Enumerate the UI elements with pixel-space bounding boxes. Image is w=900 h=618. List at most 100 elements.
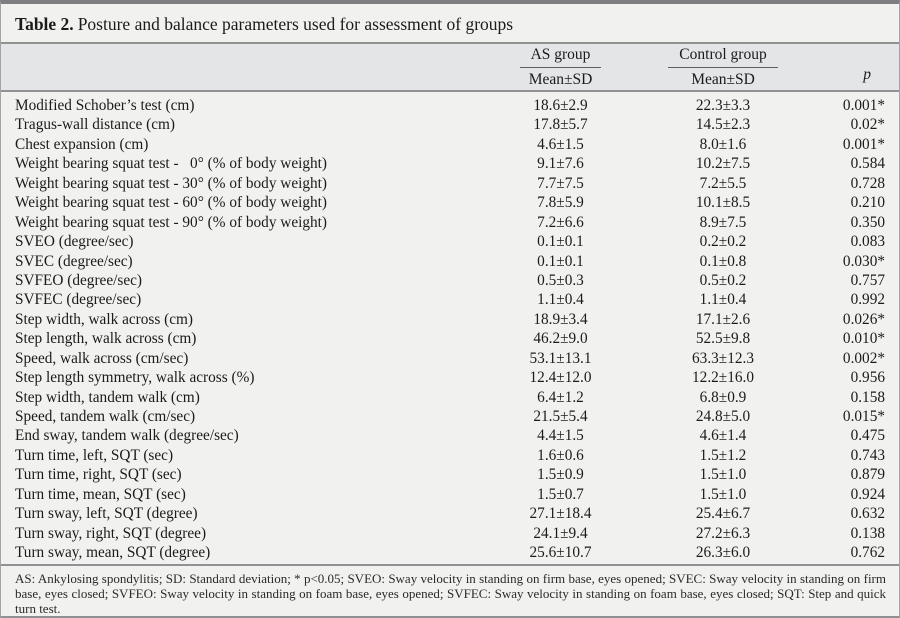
as-group-value: 1.6±0.6 — [537, 446, 584, 464]
control-group-value: 1.5±1.2 — [699, 446, 747, 464]
row-parameter-label: Turn time, left, SQT (sec) — [15, 446, 174, 464]
p-value: 0.015* — [842, 408, 885, 425]
row-parameter-label: Turn time, mean, SQT (sec) — [15, 485, 186, 503]
table-row: Turn sway, left, SQT (degree) 27.1±18.4 25… — [15, 504, 887, 523]
control-group-value: 14.5±2.3 — [695, 116, 751, 134]
as-group-value: 9.1±7.6 — [537, 155, 584, 173]
table-row: Turn sway, mean, SQT (degree) 25.6±10.7 26… — [15, 543, 887, 562]
table-row: Turn time, mean, SQT (sec) 1.5±0.7 1.5±1.0… — [15, 485, 887, 504]
table-caption: Posture and balance parameters used for … — [77, 14, 514, 34]
table-row: Turn time, left, SQT (sec) 1.6±0.6 1.5±1.2… — [15, 446, 887, 465]
table-row: Modified Schober’s test (cm) 18.6±2.9 22.3… — [15, 96, 887, 115]
p-value: 0.584 — [850, 155, 885, 173]
p-value: 0.026* — [842, 310, 885, 328]
control-group-value: 52.5±9.8 — [695, 330, 751, 348]
table-row: End sway, tandem walk (degree/sec) 4.4±1.… — [15, 426, 887, 445]
control-group-value: 4.6±1.4 — [699, 427, 747, 445]
row-parameter-label: Speed, tandem walk (cm/sec) — [15, 408, 196, 425]
table-row: Weight bearing squat test - 0° (% of bod… — [15, 154, 887, 173]
table-row: Step length symmetry, walk across (%) 12.… — [15, 368, 887, 387]
table-footnote: AS: Ankylosing spondylitis; SD: Standard… — [1, 564, 899, 616]
row-parameter-label: SVFEO (degree/sec) — [15, 271, 143, 289]
row-parameter-label: Weight bearing squat test - 90° (% of bo… — [15, 213, 328, 231]
control-group-value: 0.1±0.8 — [699, 252, 747, 270]
control-group-value: 17.1±2.6 — [695, 310, 751, 328]
control-group-value: 8.9±7.5 — [699, 213, 747, 231]
p-header-label: p — [863, 66, 871, 83]
row-parameter-label: Turn sway, mean, SQT (degree) — [15, 544, 211, 562]
as-group-value: 25.6±10.7 — [529, 544, 592, 562]
row-parameter-label: Turn sway, right, SQT (degree) — [15, 524, 207, 542]
as-group-value: 12.4±12.0 — [529, 369, 592, 387]
row-parameter-label: Weight bearing squat test - 30° (% of bo… — [15, 174, 328, 192]
p-value: 0.475 — [850, 427, 885, 445]
as-group-value: 1.1±0.4 — [537, 291, 584, 309]
p-column-header: p — [808, 44, 887, 90]
row-parameter-label: SVFEC (degree/sec) — [15, 291, 142, 309]
p-value: 0.210 — [850, 194, 885, 212]
as-group-value: 4.4±1.5 — [537, 427, 584, 445]
table-row: SVEC (degree/sec) 0.1±0.1 0.1±0.8 0.030* — [15, 252, 887, 271]
p-value: 0.083 — [850, 233, 885, 251]
table-title: Table 2. Posture and balance parameters u… — [1, 4, 899, 42]
table-row: SVFEO (degree/sec) 0.5±0.3 0.5±0.2 0.757 — [15, 271, 887, 290]
control-group-value: 1.1±0.4 — [699, 291, 747, 309]
p-value: 0.956 — [850, 369, 885, 387]
row-parameter-label: Tragus-wall distance (cm) — [15, 116, 176, 134]
p-value: 0.138 — [850, 524, 885, 542]
row-parameter-label: Turn time, right, SQT (sec) — [15, 466, 182, 484]
table-row: SVFEC (degree/sec) 1.1±0.4 1.1±0.4 0.992 — [15, 290, 887, 309]
control-group-value: 1.5±1.0 — [699, 485, 747, 503]
control-group-value: 8.0±1.6 — [699, 135, 747, 153]
p-value: 0.030* — [842, 252, 885, 270]
parameter-header-spacer — [15, 44, 483, 90]
control-group-value: 10.1±8.5 — [695, 194, 751, 212]
as-group-value: 6.4±1.2 — [537, 388, 584, 406]
p-value: 0.002* — [842, 349, 885, 367]
as-group-subheader: Mean±SD — [528, 71, 593, 88]
control-group-value: 24.8±5.0 — [695, 408, 751, 425]
row-parameter-label: Chest expansion (cm) — [15, 135, 149, 153]
table-row: Step width, walk across (cm) 18.9±3.4 17.1… — [15, 310, 887, 329]
row-parameter-label: SVEC (degree/sec) — [15, 252, 133, 270]
control-group-value: 7.2±5.5 — [699, 174, 747, 192]
row-parameter-label: Weight bearing squat test - 60° (% of bo… — [15, 194, 328, 212]
control-group-value: 6.8±0.9 — [699, 388, 747, 406]
as-group-value: 21.5±5.4 — [533, 408, 588, 425]
table-row: Step length, walk across (cm) 46.2±9.0 52.… — [15, 329, 887, 348]
table-row: Weight bearing squat test - 90° (% of bo… — [15, 213, 887, 232]
row-parameter-label: Step length, walk across (cm) — [15, 330, 197, 348]
row-parameter-label: SVEO (degree/sec) — [15, 233, 134, 251]
control-group-value: 63.3±12.3 — [692, 349, 754, 367]
p-value: 0.757 — [850, 271, 885, 289]
as-group-value: 7.7±7.5 — [537, 174, 584, 192]
control-group-header: Control group Mean±SD — [638, 44, 808, 90]
table-row: Speed, tandem walk (cm/sec) 21.5±5.4 24.8±… — [15, 407, 887, 426]
as-group-value: 7.8±5.9 — [537, 194, 584, 212]
table-row: Turn time, right, SQT (sec) 1.5±0.9 1.5±1.… — [15, 465, 887, 484]
p-value: 0.743 — [850, 446, 885, 464]
as-group-value: 0.5±0.3 — [537, 271, 584, 289]
as-group-label: AS group — [519, 46, 602, 68]
table-row: SVEO (degree/sec) 0.1±0.1 0.2±0.2 0.083 — [15, 232, 887, 251]
p-value: 0.010* — [842, 330, 885, 348]
table-row: Step width, tandem walk (cm) 6.4±1.2 6.8±0… — [15, 388, 887, 407]
control-group-value: 0.2±0.2 — [699, 233, 747, 251]
table-row: Speed, walk across (cm/sec) 53.1±13.1 63.3… — [15, 349, 887, 368]
p-value: 0.001* — [842, 135, 885, 153]
table-body: Modified Schober’s test (cm) 18.6±2.9 22.3… — [1, 92, 899, 564]
control-group-value: 22.3±3.3 — [695, 97, 751, 114]
row-parameter-label: Step width, tandem walk (cm) — [15, 388, 200, 406]
table-row: Weight bearing squat test - 30° (% of bo… — [15, 174, 887, 193]
as-group-value: 46.2±9.0 — [533, 330, 588, 348]
table-row: Tragus-wall distance (cm) 17.8±5.7 14.5±2.… — [15, 115, 887, 134]
as-group-value: 24.1±9.4 — [533, 524, 588, 542]
table-row: Turn sway, right, SQT (degree) 24.1±9.4 27… — [15, 524, 887, 543]
p-value: 0.924 — [850, 485, 885, 503]
as-group-header: AS group Mean±SD — [483, 44, 638, 90]
table-row: Weight bearing squat test - 60° (% of bo… — [15, 193, 887, 212]
as-group-value: 18.9±3.4 — [533, 310, 588, 328]
row-parameter-label: Step length symmetry, walk across (%) — [15, 369, 255, 387]
p-value: 0.001* — [842, 97, 885, 114]
